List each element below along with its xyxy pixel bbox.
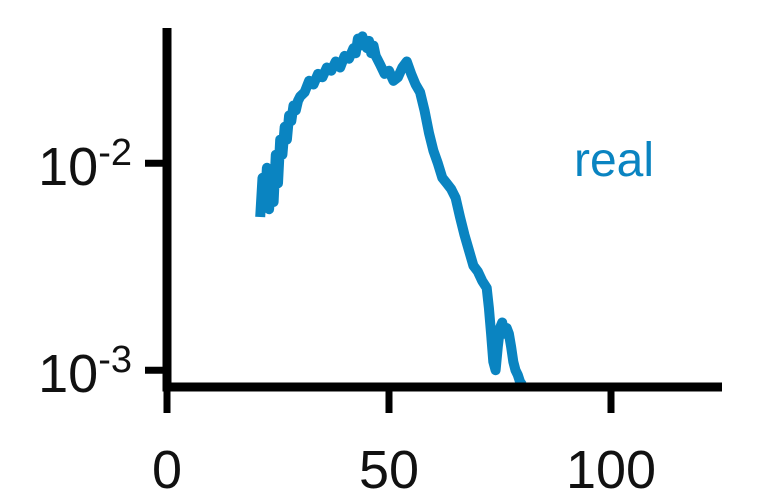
x-ticks: 0 50 100 [152, 387, 656, 500]
y-ticks: 10-210-3 [38, 132, 167, 404]
x-tick-label-0: 0 [152, 440, 182, 500]
x-tick-label-2: 100 [566, 440, 656, 500]
y-tick-base-0: 10 [38, 137, 98, 197]
y-tick-exponent-0: -2 [98, 132, 132, 174]
x-tick-label-1: 50 [359, 440, 419, 500]
y-tick-label-0: 10-2 [38, 132, 132, 197]
y-tick-label-1: 10-3 [38, 339, 132, 404]
y-tick-base-1: 10 [38, 344, 98, 404]
series-label: real [574, 134, 654, 187]
y-tick-exponent-1: -3 [98, 339, 132, 381]
series-line-0 [255, 31, 527, 388]
series-layer [255, 31, 527, 388]
